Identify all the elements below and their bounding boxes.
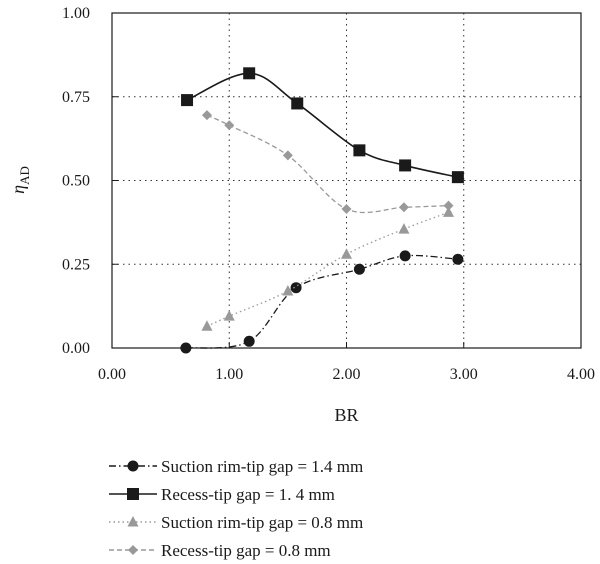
series-line (206, 114, 449, 214)
legend-item: Suction rim-tip gap = 1.4 mm (109, 457, 363, 476)
data-point (224, 120, 235, 131)
data-point (282, 150, 293, 161)
data-point (341, 248, 352, 259)
legend-label: Suction rim-tip gap = 1.4 mm (161, 457, 363, 476)
data-point (398, 223, 410, 234)
y-axis-title-symbol: η (8, 185, 28, 194)
data-point (181, 94, 194, 107)
x-tick-label: 2.00 (333, 366, 361, 383)
legend: Suction rim-tip gap = 1.4 mm Recess-tip g… (109, 457, 363, 560)
legend-marker (127, 460, 139, 472)
legend-marker (127, 488, 139, 500)
y-tick-label: 0.50 (62, 173, 90, 190)
legend-label: Recess-tip gap = 0.8 mm (161, 541, 331, 560)
data-point (398, 202, 409, 213)
legend-marker (127, 516, 139, 527)
series-2 (181, 67, 464, 184)
legend-marker (128, 545, 138, 555)
legend-label: Recess-tip gap = 1. 4 mm (161, 485, 335, 504)
legend-item: Suction rim-tip gap = 0.8 mm (109, 513, 363, 532)
y-tick-label: 0.75 (62, 89, 90, 106)
data-point (452, 253, 464, 265)
legend-item: Recess-tip gap = 0.8 mm (109, 541, 331, 560)
y-tick-label: 0.25 (62, 256, 90, 273)
x-tick-label: 4.00 (567, 366, 595, 383)
tick-labels: 0.00 1.00 2.00 3.00 4.00 0.00 0.25 0.50 0.75 1.00 (62, 5, 595, 383)
series-1 (180, 250, 464, 354)
data-point (399, 250, 411, 262)
y-axis-title: ηAD (8, 166, 32, 194)
legend-item: Recess-tip gap = 1. 4 mm (109, 485, 335, 504)
grid (112, 13, 581, 348)
series-line (185, 254, 458, 349)
series-4 (201, 110, 454, 214)
data-point (443, 200, 454, 211)
x-tick-label: 3.00 (450, 366, 478, 383)
data-point (290, 282, 302, 294)
data-point (243, 67, 256, 80)
data-point (399, 159, 412, 172)
y-tick-label: 0.00 (62, 340, 90, 357)
legend-label: Suction rim-tip gap = 0.8 mm (161, 513, 363, 532)
tick-marks (111, 12, 582, 349)
data-point (201, 110, 212, 121)
data-point (451, 171, 464, 184)
data-point (353, 263, 365, 275)
data-point (353, 144, 366, 157)
x-tick-label: 1.00 (215, 366, 243, 383)
x-axis-title: BR (334, 405, 358, 425)
data-point (341, 203, 352, 214)
y-tick-label: 1.00 (62, 5, 90, 22)
data-point (291, 97, 304, 110)
data-point (443, 206, 455, 217)
data-point (243, 335, 255, 347)
x-tick-label: 0.00 (98, 366, 126, 383)
data-point (180, 342, 192, 354)
data-point (282, 285, 294, 296)
data-point (201, 320, 213, 331)
series-line (206, 211, 449, 327)
series-3 (201, 206, 455, 331)
series-layer (180, 67, 464, 354)
y-axis-title-subscript: AD (17, 166, 32, 185)
data-point (223, 310, 235, 321)
